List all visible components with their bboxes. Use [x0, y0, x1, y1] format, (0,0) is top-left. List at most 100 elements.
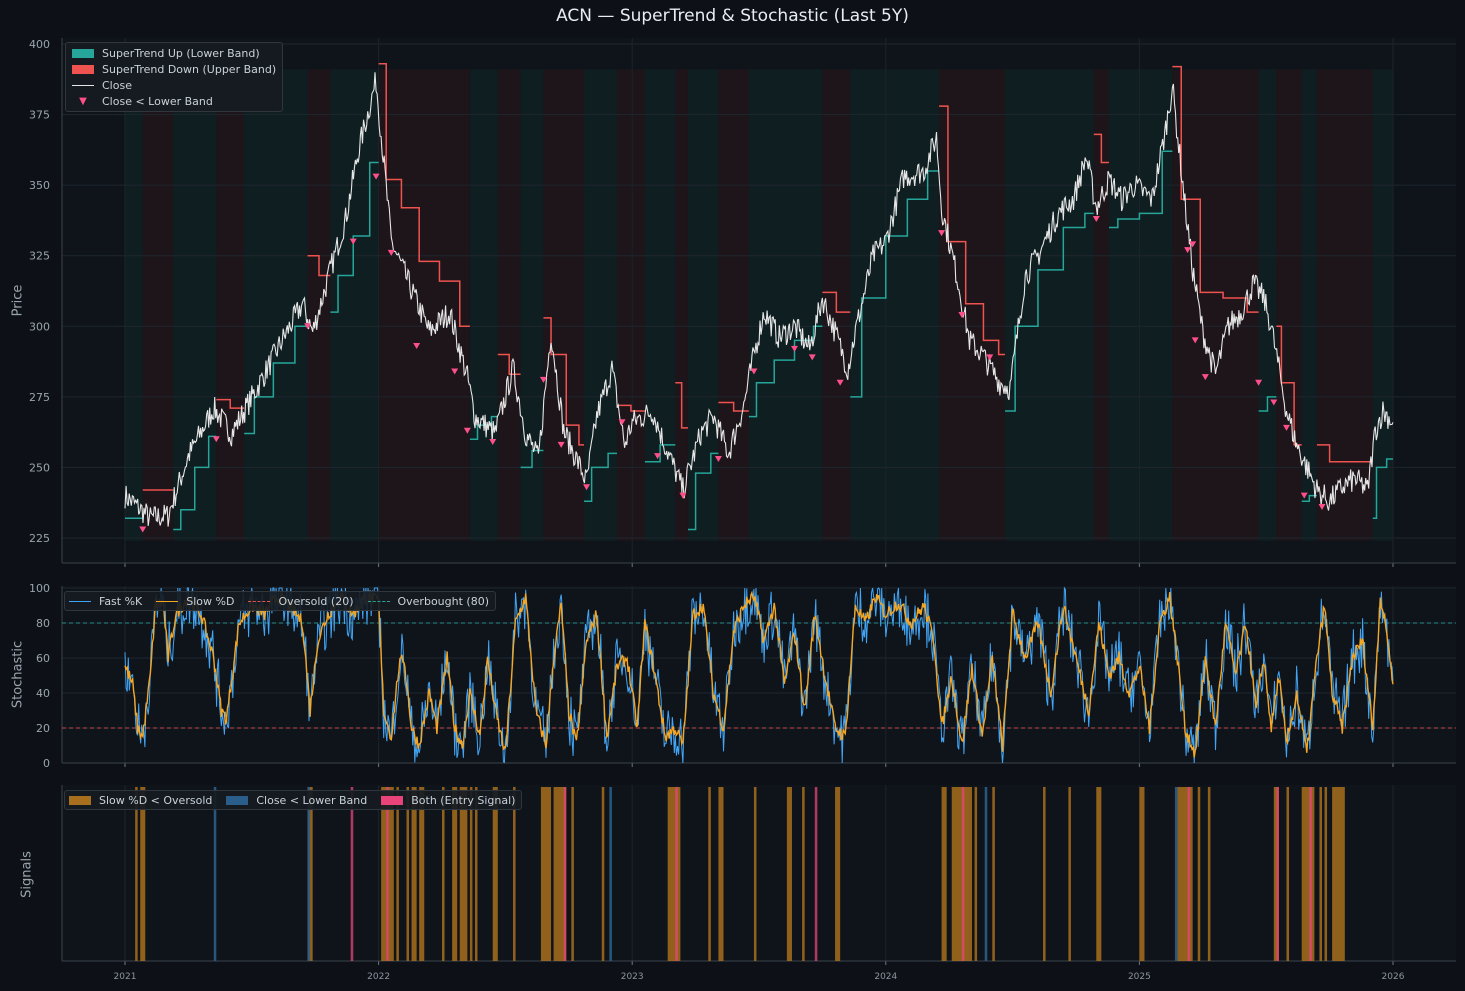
- supertrend-up-band: [850, 170, 940, 398]
- uptrend-shade: [687, 69, 719, 541]
- close-below-lower-band-marker: [654, 453, 662, 460]
- close-below-lower-band-marker: [958, 311, 966, 318]
- legend-swatch: [156, 600, 179, 602]
- oversold-signal-span: [1319, 787, 1322, 961]
- uptrend-shade: [1108, 69, 1173, 541]
- legend-entry-close-lower: Close < Lower Band: [226, 794, 367, 807]
- close-below-lower-band-marker: [808, 354, 816, 361]
- oversold-signal-span: [1068, 787, 1071, 961]
- downtrend-shade: [616, 69, 645, 541]
- supertrend-down-band: [216, 398, 245, 409]
- supertrend-up-band: [1258, 396, 1277, 412]
- oversold-signal-span: [540, 787, 552, 961]
- close-below-lower-band-marker: [618, 419, 626, 426]
- oversold-signal-span: [396, 787, 399, 961]
- close-below-lower-band-marker: [1318, 503, 1326, 510]
- close-below-lower-band-marker: [212, 436, 220, 443]
- legend-swatch: [367, 600, 390, 602]
- legend-swatch: [72, 48, 94, 58]
- stochastic-legend: Fast %K Slow %D Oversold (20) Overbought…: [64, 591, 496, 611]
- close-below-lower-band-marker: [1092, 216, 1100, 223]
- close-below-lower-band-marker: [1300, 492, 1308, 499]
- x-tick-label: 2021: [114, 972, 137, 982]
- uptrend-shade: [850, 69, 940, 541]
- close-below-lower-band-marker: [304, 323, 312, 330]
- stochastic-tick-label: 80: [36, 617, 50, 630]
- close-below-lower-band-marker: [750, 368, 758, 375]
- close-below-lower-band-marker: [463, 427, 471, 434]
- signals-axis-label: Signals: [19, 851, 35, 898]
- legend-swatch: [381, 795, 404, 805]
- x-tick-label: 2022: [367, 972, 390, 982]
- supertrend-up-band: [244, 325, 308, 435]
- legend-swatch: [72, 64, 94, 74]
- stochastic-tick-label: 60: [36, 652, 50, 665]
- downtrend-shade: [1316, 69, 1373, 541]
- oversold-signal-span: [411, 787, 417, 961]
- close-below-lower-band-marker: [387, 249, 395, 256]
- supertrend-down-band: [378, 63, 470, 328]
- close-below-lower-band-marker: [791, 345, 799, 352]
- price-tick-label: 275: [29, 391, 50, 404]
- close-below-lower-band-marker: [1191, 337, 1199, 344]
- close-below-lower-band-marker: [539, 376, 547, 383]
- uptrend-shade: [584, 69, 617, 541]
- legend-label: Slow %D < Oversold: [99, 793, 213, 807]
- legend-label: SuperTrend Up (Lower Band): [102, 46, 260, 60]
- fast-k-series: [124, 586, 1394, 764]
- oversold-signal-span: [1332, 787, 1345, 961]
- supertrend-up-band: [1372, 458, 1393, 519]
- oversold-signal-span: [459, 787, 468, 961]
- oversold-signal-span: [1324, 787, 1328, 961]
- close-below-lower-band-marker: [836, 379, 844, 386]
- close-below-lower-band-marker: [349, 238, 357, 245]
- legend-label: Close < Lower Band: [256, 793, 368, 807]
- close-lower-signal-span: [984, 787, 988, 961]
- legend-entry-slow-d: Slow %D: [156, 595, 234, 608]
- downtrend-shade: [718, 69, 749, 541]
- legend-label: Fast %K: [99, 594, 143, 608]
- entry-signal-span: [814, 787, 818, 961]
- oversold-signal-span: [140, 787, 146, 961]
- oversold-signal-span: [553, 787, 567, 961]
- supertrend-down-band: [616, 404, 645, 412]
- close-lower-signal-span: [213, 787, 217, 961]
- signals-legend: Slow %D < Oversold Close < Lower Band Bo…: [64, 790, 523, 810]
- downtrend-shade: [939, 69, 1005, 541]
- legend-entry-overbought: Overbought (80): [367, 595, 489, 608]
- close-below-lower-band-marker: [1184, 247, 1192, 254]
- legend-entry-marker: ▼ Close < Lower Band: [66, 93, 282, 109]
- close-lower-signal-span: [307, 787, 311, 961]
- oversold-signal-span: [571, 787, 574, 961]
- legend-entry-both: Both (Entry Signal): [381, 794, 515, 807]
- stochastic-tick-label: 0: [43, 757, 50, 770]
- uptrend-shade: [1004, 69, 1094, 541]
- uptrend-shade: [125, 69, 143, 541]
- downtrend-shade: [675, 69, 688, 541]
- oversold-signal-span: [419, 787, 425, 961]
- oversold-signal-span: [753, 787, 757, 961]
- stochastic-tick-label: 100: [29, 582, 50, 595]
- oversold-signal-span: [1177, 787, 1193, 961]
- uptrend-shade: [1372, 69, 1393, 541]
- triangle-down-icon: ▼: [79, 95, 87, 107]
- legend-swatch: [69, 795, 91, 805]
- downtrend-shade: [1276, 69, 1302, 541]
- entry-signal-span: [1276, 787, 1279, 961]
- close-below-lower-band-marker: [583, 484, 591, 491]
- price-tick-label: 225: [29, 532, 50, 545]
- oversold-signal-span: [786, 787, 792, 961]
- close-series: [124, 72, 1394, 527]
- downtrend-shade: [216, 69, 245, 541]
- close-below-lower-band-marker: [1201, 374, 1209, 381]
- legend-swatch: [226, 795, 249, 805]
- oversold-signal-span: [1301, 787, 1315, 961]
- legend-entry-fast-k: Fast %K: [69, 595, 142, 608]
- oversold-signal-span: [992, 787, 995, 961]
- oversold-signal-span: [708, 787, 711, 961]
- downtrend-shade: [1172, 69, 1259, 541]
- oversold-signal-span: [513, 787, 516, 961]
- close-lower-signal-span: [609, 787, 612, 961]
- close-below-lower-band-marker: [938, 230, 946, 237]
- supertrend-down-band: [718, 401, 749, 412]
